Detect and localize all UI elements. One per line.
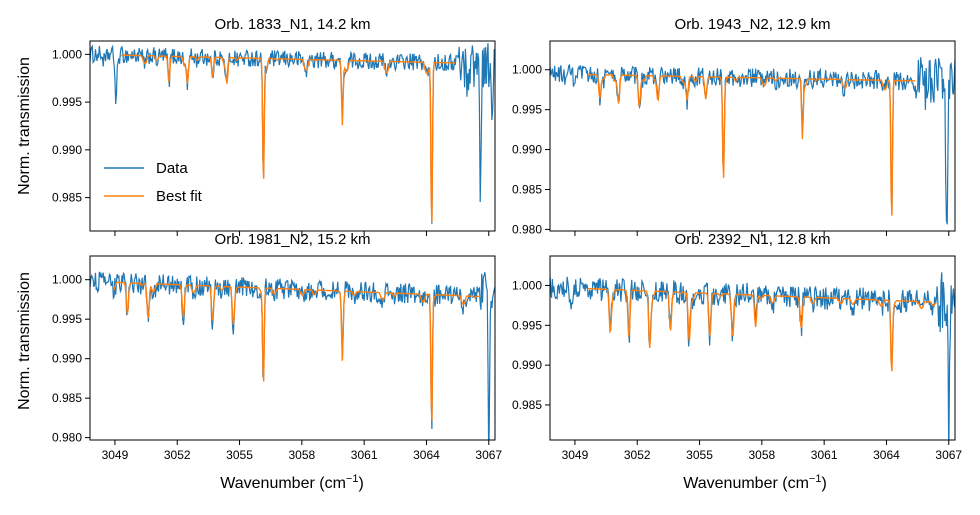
- panel-1: Orb. 1833_N1, 14.2 km 0.985 0.990 0.995 1.00…: [52, 16, 496, 236]
- panel-3: Orb. 1981_N2, 15.2 km 0.980 0.985 0.990 0.99…: [52, 231, 502, 462]
- y-tick-label: 0.985: [512, 398, 542, 412]
- ylabel-top: Norm. transmission: [16, 57, 33, 195]
- y-tick-label: 0.985: [52, 391, 82, 405]
- y-tick-label: 0.990: [52, 143, 82, 157]
- xlabel-left-main: Wavenumber (cm: [220, 475, 346, 492]
- x-tick-label: 3049: [562, 448, 589, 462]
- xlabel-right-main: Wavenumber (cm: [683, 475, 809, 492]
- x-tick-label: 3055: [226, 448, 253, 462]
- legend: Data Best fit: [104, 160, 203, 205]
- plot-area: [550, 272, 955, 440]
- series-fit-line: [587, 287, 937, 372]
- y-tick-label: 1.000: [52, 47, 82, 61]
- y-tick-label: 0.985: [52, 191, 82, 205]
- x-tick-label: 3067: [475, 448, 502, 462]
- series-fit-line: [587, 73, 916, 216]
- xlabel-right-sup: −1: [809, 473, 822, 485]
- xlabel-left-close: ): [358, 475, 363, 492]
- y-tick-label: 1.000: [52, 273, 82, 287]
- y-tick-label: 0.990: [512, 358, 542, 372]
- plot-area: [550, 57, 955, 225]
- series-data-line: [90, 43, 495, 224]
- series-data-line: [90, 271, 495, 440]
- axes-frame: [89, 40, 496, 232]
- panel-title: Orb. 1833_N1, 14.2 km: [215, 16, 371, 33]
- axes-frame: [549, 255, 956, 441]
- panels: Orb. 1833_N1, 14.2 km 0.985 0.990 0.995 1.00…: [52, 16, 962, 462]
- x-tick-label: 3064: [413, 448, 440, 462]
- y-tick-label: 0.995: [512, 103, 542, 117]
- axes-frame: [549, 40, 956, 232]
- series-fit-line: [112, 281, 481, 421]
- x-tick-label: 3064: [873, 448, 900, 462]
- y-tick-label: 1.000: [512, 278, 542, 292]
- x-tick-label: 3058: [748, 448, 775, 462]
- ylabel-bottom: Norm. transmission: [16, 272, 33, 410]
- panel-title: Orb. 1943_N2, 12.9 km: [675, 16, 831, 33]
- xlabel-left-sup: −1: [346, 473, 359, 485]
- panel-title: Orb. 1981_N2, 15.2 km: [215, 231, 371, 248]
- x-tick-label: 3052: [164, 448, 191, 462]
- x-tick-label: 3049: [102, 448, 129, 462]
- y-tick-label: 0.980: [52, 431, 82, 445]
- plot-area: [90, 43, 495, 224]
- x-tick-label: 3052: [624, 448, 651, 462]
- panel-title: Orb. 2392_N1, 12.8 km: [675, 231, 831, 248]
- y-tick-label: 1.000: [512, 63, 542, 77]
- x-tick-label: 3061: [351, 448, 378, 462]
- y-tick-label: 0.995: [512, 318, 542, 332]
- y-tick-label: 0.985: [512, 182, 542, 196]
- xlabel-left: Wavenumber (cm−1): [220, 473, 364, 492]
- y-tick-label: 0.990: [52, 352, 82, 366]
- panel-4: Orb. 2392_N1, 12.8 km 0.985 0.990 0.995 1.00…: [512, 231, 962, 462]
- plot-area: [90, 271, 495, 440]
- series-data-line: [550, 272, 955, 440]
- x-tick-label: 3067: [935, 448, 962, 462]
- x-tick-label: 3055: [686, 448, 713, 462]
- xlabel-right-close: ): [821, 475, 826, 492]
- axes-frame: [89, 255, 496, 441]
- y-tick-label: 0.990: [512, 143, 542, 157]
- panel-2: Orb. 1943_N2, 12.9 km 0.980 0.985 0.990 0.99…: [512, 16, 956, 236]
- y-tick-label: 0.995: [52, 95, 82, 109]
- x-tick-label: 3061: [811, 448, 838, 462]
- xlabel-right: Wavenumber (cm−1): [683, 473, 827, 492]
- x-tick-label: 3058: [288, 448, 315, 462]
- series-fit-line: [121, 54, 456, 223]
- legend-data-label: Data: [156, 160, 188, 177]
- legend-fit-label: Best fit: [156, 188, 203, 205]
- y-tick-label: 0.995: [52, 312, 82, 326]
- y-tick-label: 0.980: [512, 222, 542, 236]
